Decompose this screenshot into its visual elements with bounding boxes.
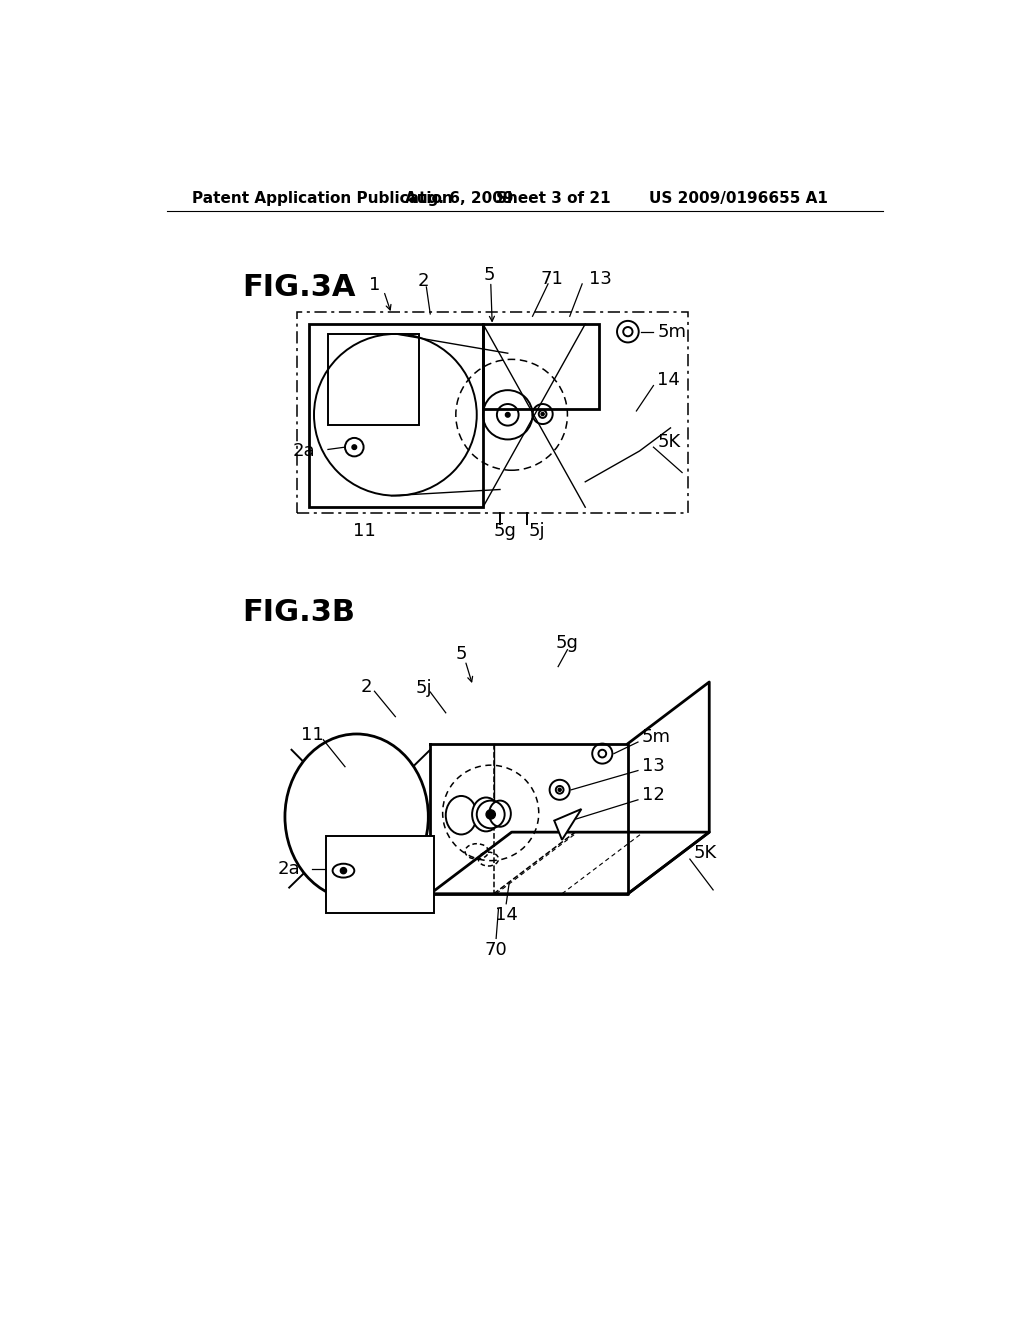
Text: Patent Application Publication: Patent Application Publication bbox=[191, 191, 453, 206]
Ellipse shape bbox=[333, 863, 354, 878]
Polygon shape bbox=[554, 809, 582, 840]
Text: 5K: 5K bbox=[693, 843, 717, 862]
Text: Aug. 6, 2009: Aug. 6, 2009 bbox=[406, 191, 514, 206]
Text: 70: 70 bbox=[484, 941, 508, 958]
Text: 2: 2 bbox=[418, 272, 429, 290]
Text: 12: 12 bbox=[642, 787, 665, 804]
Circle shape bbox=[486, 810, 496, 818]
Text: 2a: 2a bbox=[293, 442, 315, 459]
Circle shape bbox=[340, 867, 346, 874]
Text: 11: 11 bbox=[301, 726, 324, 744]
Text: 5K: 5K bbox=[657, 433, 681, 450]
Text: 5m: 5m bbox=[657, 322, 686, 341]
Text: 5g: 5g bbox=[494, 523, 517, 540]
Ellipse shape bbox=[285, 734, 428, 899]
Bar bbox=[483, 323, 599, 409]
Text: 5: 5 bbox=[483, 267, 495, 284]
Text: 5j: 5j bbox=[416, 680, 432, 697]
Text: 14: 14 bbox=[495, 907, 518, 924]
Text: FIG.3B: FIG.3B bbox=[243, 598, 355, 627]
Text: 71: 71 bbox=[541, 269, 563, 288]
Circle shape bbox=[541, 413, 544, 416]
Bar bbox=[308, 323, 483, 507]
Text: 13: 13 bbox=[642, 756, 665, 775]
Ellipse shape bbox=[489, 800, 511, 826]
Bar bbox=[297, 313, 688, 512]
Text: FIG.3A: FIG.3A bbox=[243, 273, 356, 302]
Text: 5j: 5j bbox=[528, 523, 546, 540]
Circle shape bbox=[506, 413, 510, 417]
Text: 11: 11 bbox=[353, 523, 376, 540]
Ellipse shape bbox=[445, 796, 477, 834]
Text: 5m: 5m bbox=[642, 729, 671, 746]
Text: 1: 1 bbox=[369, 276, 380, 293]
Text: Sheet 3 of 21: Sheet 3 of 21 bbox=[496, 191, 610, 206]
Circle shape bbox=[352, 445, 356, 449]
Bar bbox=[328, 334, 420, 425]
Text: 5g: 5g bbox=[556, 635, 579, 652]
Text: 14: 14 bbox=[657, 371, 680, 389]
Bar bbox=[326, 836, 434, 913]
Ellipse shape bbox=[472, 797, 500, 832]
Circle shape bbox=[558, 788, 561, 792]
Text: 13: 13 bbox=[589, 269, 612, 288]
Text: 2: 2 bbox=[360, 677, 373, 696]
Text: 2a: 2a bbox=[278, 861, 300, 878]
Text: 5: 5 bbox=[456, 644, 467, 663]
Text: US 2009/0196655 A1: US 2009/0196655 A1 bbox=[649, 191, 827, 206]
